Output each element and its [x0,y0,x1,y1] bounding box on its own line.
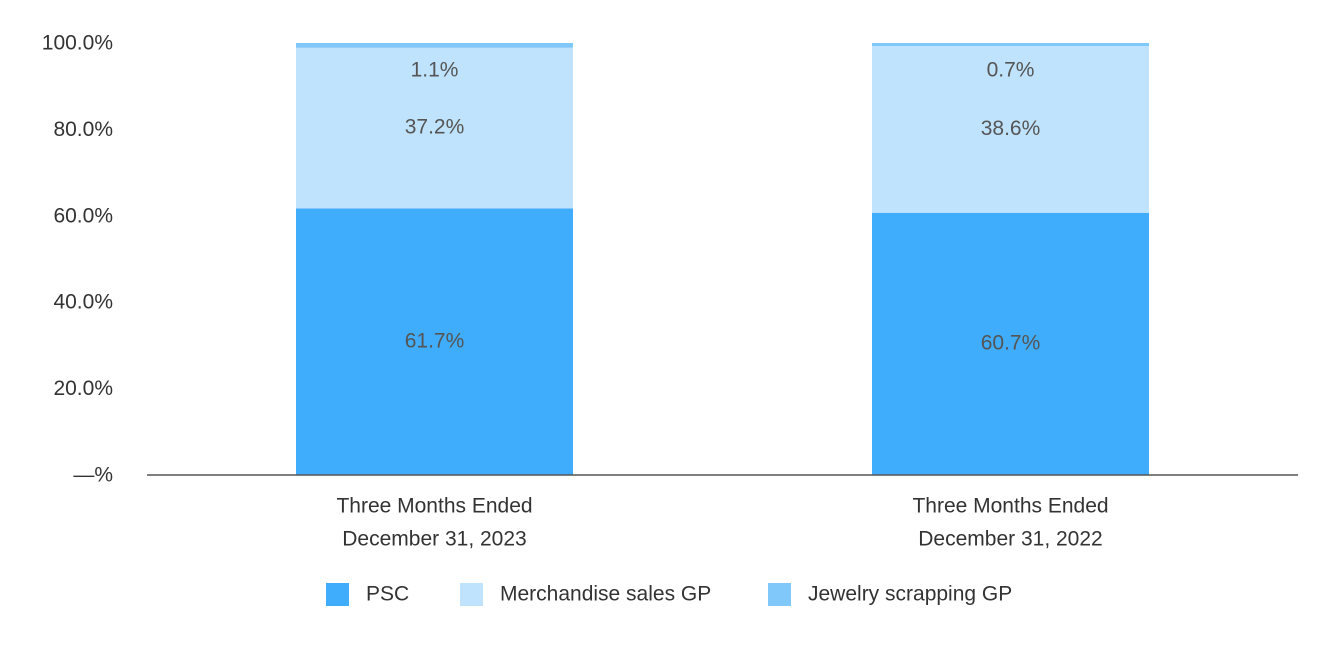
bar-segment [872,46,1149,213]
x-tick-label: December 31, 2022 [918,528,1102,551]
y-tick-label: 20.0% [53,377,113,400]
bar-segment [296,47,573,209]
y-tick-label: 80.0% [53,118,113,141]
data-label: 0.7% [987,59,1035,82]
x-tick-label: December 31, 2023 [342,528,526,551]
legend-label: Merchandise sales GP [500,583,711,606]
legend-label: Jewelry scrapping GP [808,583,1012,606]
y-tick-label: 60.0% [53,204,113,227]
data-label: 61.7% [405,329,465,352]
x-tick-label: Three Months Ended [336,495,532,518]
bar-segment [296,208,573,475]
x-tick-label: Three Months Ended [912,495,1108,518]
data-label: 37.2% [405,116,465,139]
legend-swatch [768,583,791,606]
bar-segment [872,212,1149,475]
bar-segment [872,43,1149,47]
legend-label: PSC [366,583,409,606]
data-label: 1.1% [411,59,459,82]
data-label: 38.6% [981,117,1041,140]
bar-segment [296,43,573,48]
y-tick-label: 100.0% [42,32,113,55]
data-label: 60.7% [981,331,1041,354]
legend-swatch [326,583,349,606]
y-tick-label: 40.0% [53,291,113,314]
legend-swatch [460,583,483,606]
y-tick-label: —% [73,464,113,487]
